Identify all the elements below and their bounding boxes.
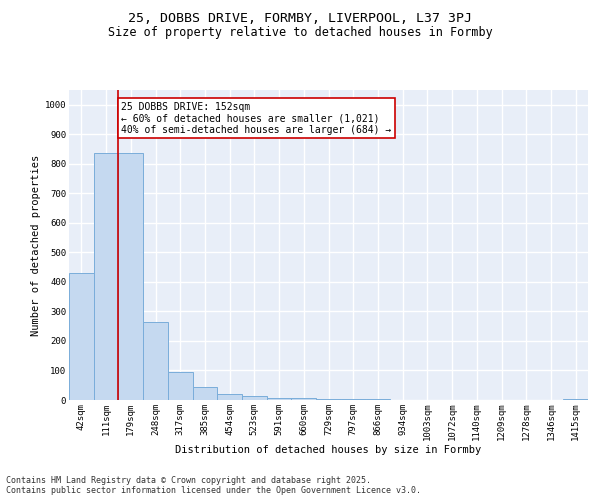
Bar bbox=[168, 372, 193, 400]
Text: Contains HM Land Registry data © Crown copyright and database right 2025.
Contai: Contains HM Land Registry data © Crown c… bbox=[6, 476, 421, 495]
Bar bbox=[94, 154, 118, 400]
Bar bbox=[69, 273, 94, 400]
Bar bbox=[118, 154, 143, 400]
Bar bbox=[292, 398, 316, 400]
Text: 25, DOBBS DRIVE, FORMBY, LIVERPOOL, L37 3PJ: 25, DOBBS DRIVE, FORMBY, LIVERPOOL, L37 … bbox=[128, 12, 472, 26]
Y-axis label: Number of detached properties: Number of detached properties bbox=[31, 154, 41, 336]
Bar bbox=[193, 386, 217, 400]
Text: Size of property relative to detached houses in Formby: Size of property relative to detached ho… bbox=[107, 26, 493, 39]
Bar bbox=[242, 396, 267, 400]
Bar bbox=[143, 322, 168, 400]
Bar bbox=[563, 398, 588, 400]
X-axis label: Distribution of detached houses by size in Formby: Distribution of detached houses by size … bbox=[175, 444, 482, 454]
Bar bbox=[217, 394, 242, 400]
Bar bbox=[267, 398, 292, 400]
Text: 25 DOBBS DRIVE: 152sqm
← 60% of detached houses are smaller (1,021)
40% of semi-: 25 DOBBS DRIVE: 152sqm ← 60% of detached… bbox=[121, 102, 392, 135]
